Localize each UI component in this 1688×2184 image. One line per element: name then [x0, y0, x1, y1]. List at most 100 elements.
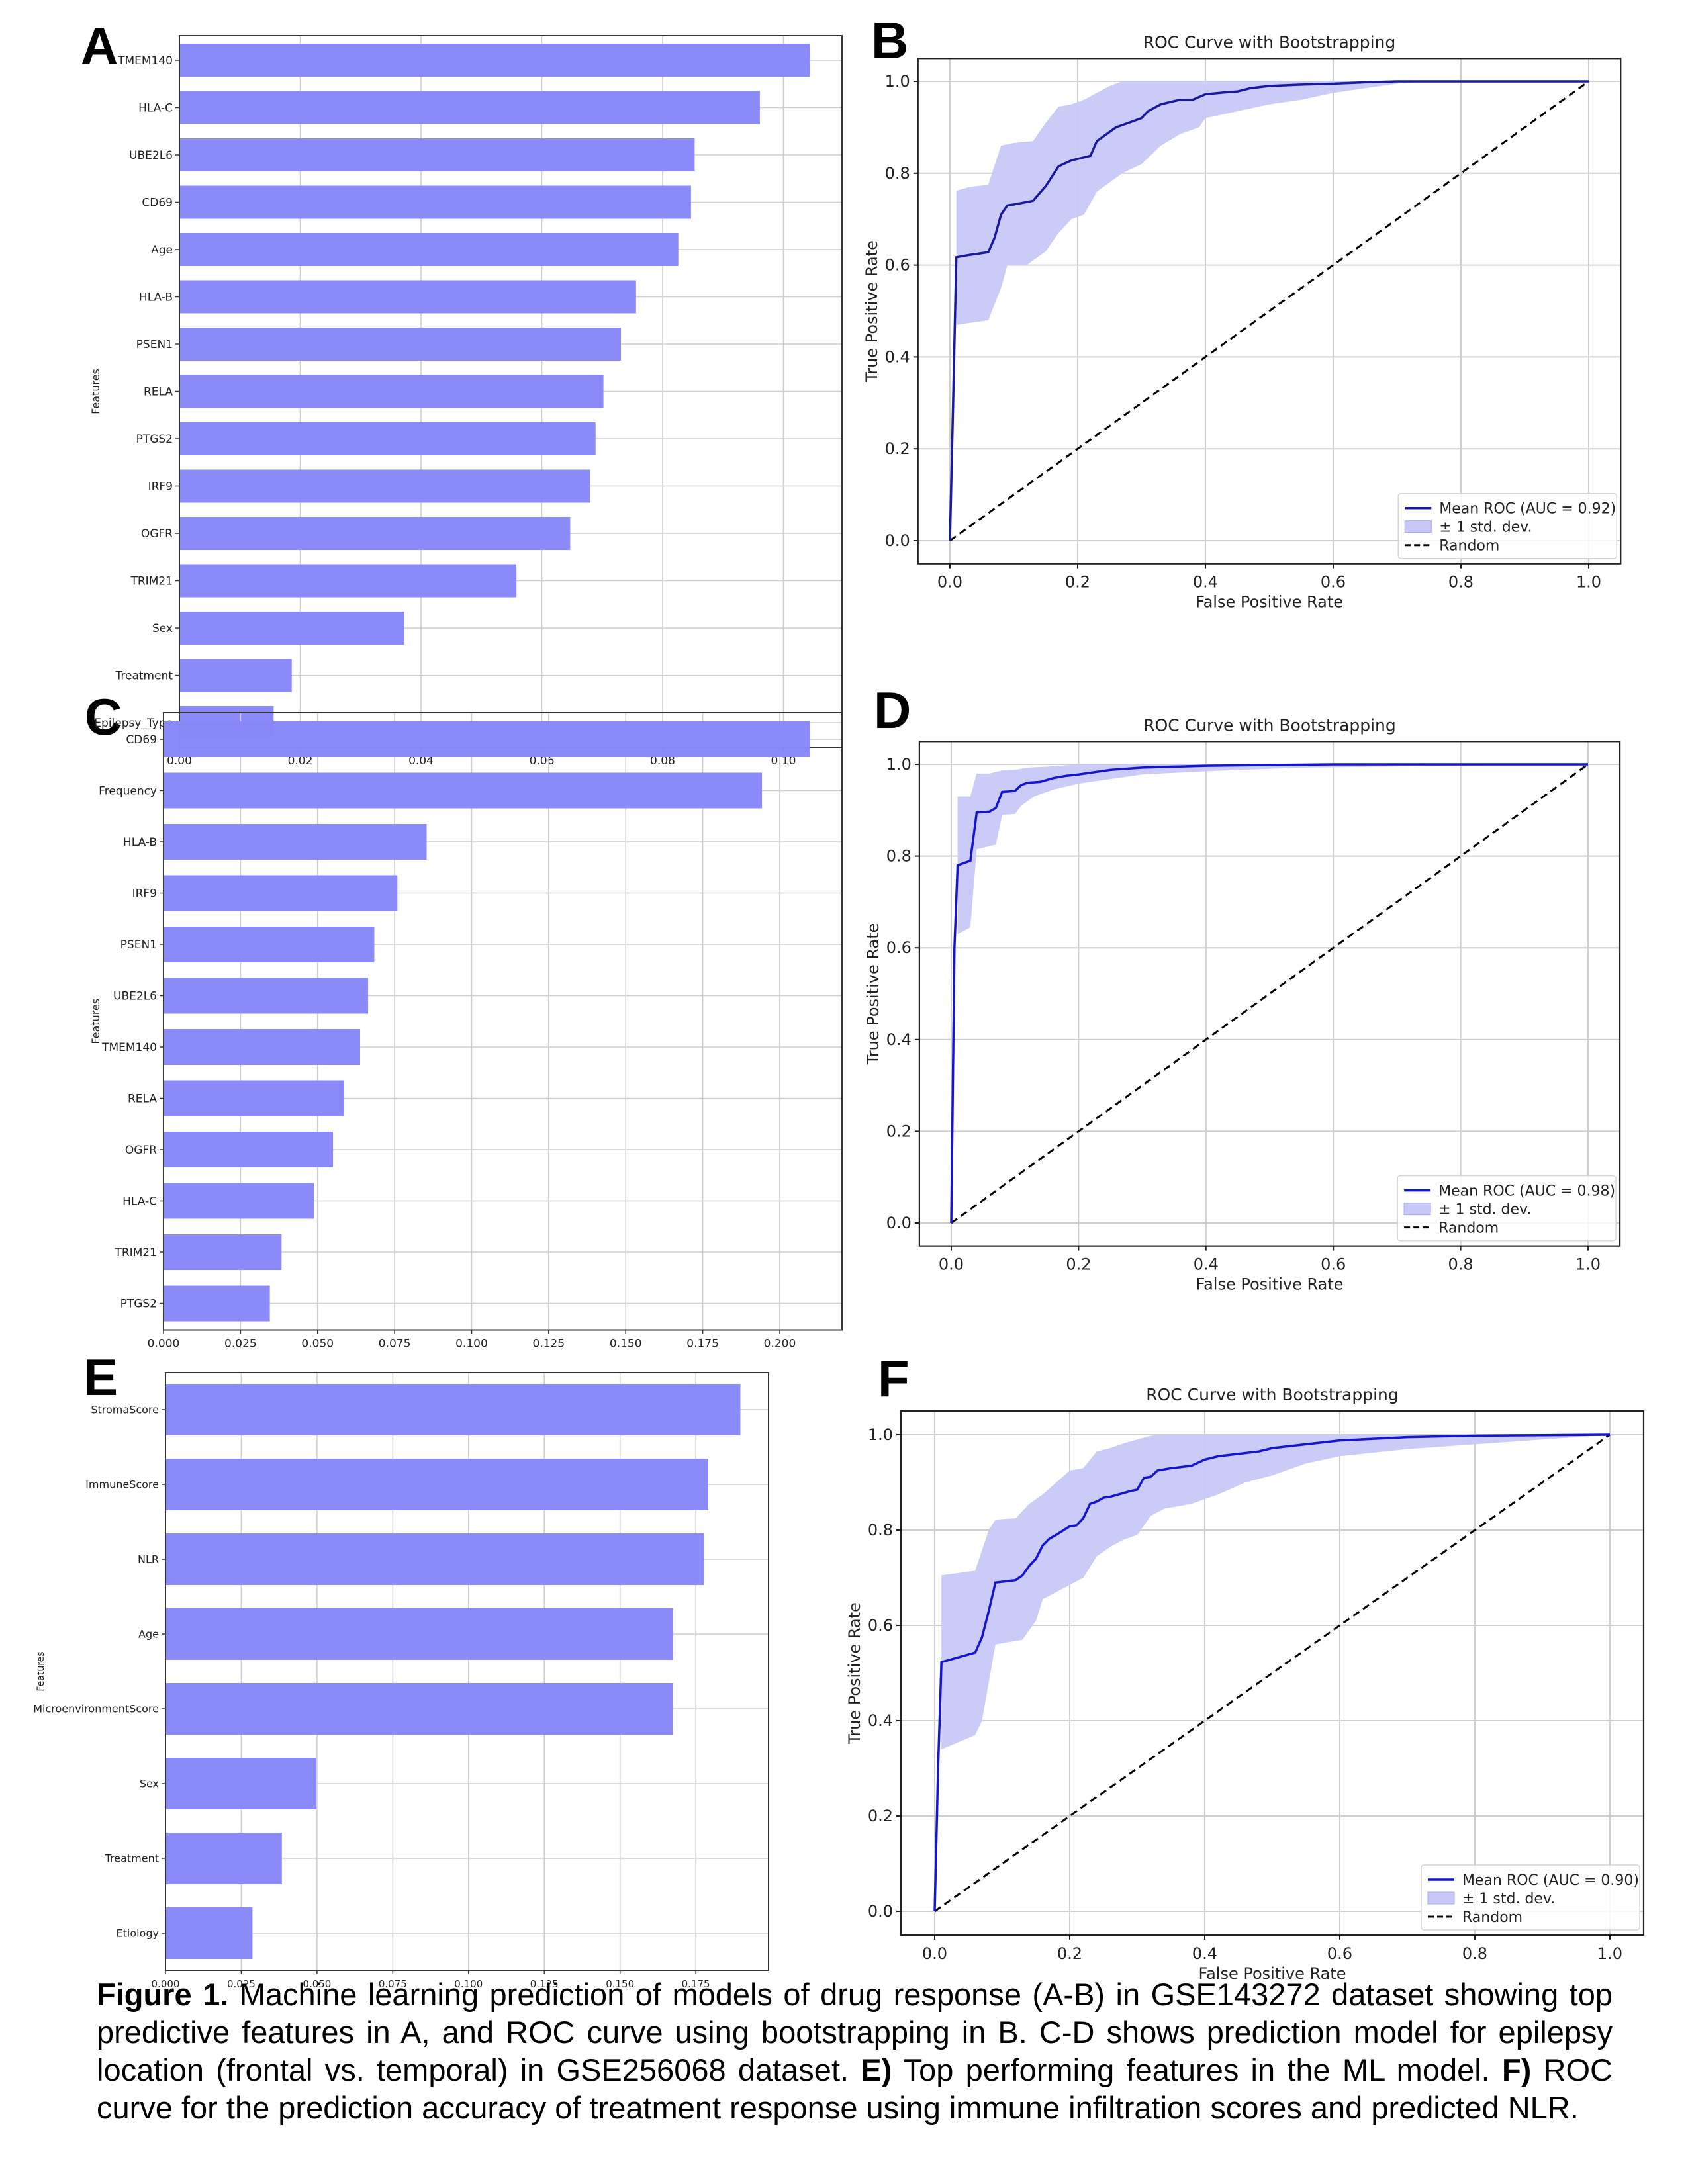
category-label: RELA — [144, 385, 173, 398]
legend-swatch-std-dev — [1427, 1891, 1455, 1905]
mean-roc-line — [933, 1433, 1611, 1912]
x-tick-label: 0.8 — [1448, 1255, 1474, 1274]
plot-frame — [917, 58, 1622, 565]
y-tick-label: 0.0 — [886, 1214, 912, 1232]
bar-ube2l6 — [164, 978, 369, 1014]
bar-age — [179, 233, 679, 266]
panel-b-roc-curve: 0.0 0.0 0.2 0.2 0.4 0.4 0.6 0.6 0.8 0.8 1.0 1.0 ROC … — [863, 32, 1622, 612]
bar-treatment — [179, 659, 292, 692]
category-label: PSEN1 — [120, 938, 157, 952]
x-tick-label: 0.2 — [1065, 573, 1090, 592]
random-line — [949, 80, 1589, 542]
x-tick-label: 0.125 — [533, 1338, 565, 1351]
y-tick-label: 0.8 — [885, 164, 910, 183]
panel-letter-a: A — [81, 17, 118, 75]
bar-psen1 — [164, 927, 375, 962]
x-tick-label: 0.125 — [530, 1978, 559, 1990]
mean-roc-line — [950, 763, 1588, 1224]
random-line — [951, 763, 1589, 1224]
x-tick-label: 0.000 — [152, 1978, 180, 1990]
bar-treatment — [165, 1833, 282, 1884]
std-dev-band — [941, 1435, 1610, 1750]
category-label: Treatment — [115, 669, 173, 682]
legend-entry: Mean ROC (AUC = 0.90) — [1462, 1872, 1639, 1889]
x-tick-label: 0.025 — [224, 1338, 257, 1351]
bar-ogfr — [179, 517, 571, 550]
caption-e-label: E) — [861, 2052, 892, 2087]
panel-letter-f: F — [878, 1349, 910, 1408]
legend-swatch-std-dev — [1404, 520, 1432, 533]
chart-title: ROC Curve with Bootstrapping — [1143, 32, 1396, 52]
bar-ptgs2 — [179, 422, 596, 455]
bar-tmem140 — [164, 1029, 360, 1065]
y-tick-label: 0.2 — [885, 439, 910, 458]
panel-d-roc-curve: 0.0 0.0 0.2 0.2 0.4 0.4 0.6 0.6 0.8 0.8 1.0 1.0 ROC … — [864, 715, 1621, 1294]
category-label: Etiology — [117, 1927, 159, 1940]
random-line — [934, 1433, 1611, 1913]
x-tick-label: 0.075 — [379, 1338, 411, 1351]
mean-roc-line — [949, 80, 1589, 541]
plot-frame — [165, 1372, 769, 1971]
bar-frequency — [164, 772, 762, 809]
category-label: Frequency — [99, 784, 157, 797]
plot-frame — [163, 712, 843, 1331]
legend-entry: Random — [1439, 538, 1499, 555]
bar-age — [165, 1608, 673, 1660]
category-label: UBE2L6 — [113, 989, 157, 1003]
bar-irf9 — [179, 469, 590, 503]
std-dev-band — [956, 81, 1589, 325]
bar-tmem140 — [179, 44, 810, 77]
legend-entry: ± 1 std. dev. — [1462, 1891, 1555, 1907]
bar-trim21 — [164, 1234, 282, 1270]
legend-entry: ± 1 std. dev. — [1438, 1202, 1531, 1218]
x-tick-label: 0.6 — [1321, 573, 1346, 592]
x-tick-label: 0.02 — [288, 754, 313, 768]
x-tick-label: 0.00 — [167, 754, 192, 768]
category-label: UBE2L6 — [129, 149, 173, 162]
legend: Mean ROC (AUC = 0.90) ± 1 std. dev. Random — [1421, 1864, 1640, 1931]
bar-nlr — [165, 1533, 704, 1585]
bar-hla-c — [164, 1183, 314, 1219]
bar-ptgs2 — [164, 1285, 270, 1322]
bar-rela — [179, 375, 604, 408]
bar-ube2l6 — [179, 138, 695, 171]
x-tick-label: 0.150 — [606, 1978, 634, 1990]
y-axis-label: True Positive Rate — [864, 923, 882, 1066]
x-tick-label: 0.4 — [1193, 573, 1218, 592]
panel-letter-b: B — [871, 11, 908, 69]
x-tick-label: 0.6 — [1321, 1255, 1346, 1274]
x-tick-label: 0.050 — [303, 1978, 331, 1990]
y-axis-label: Features — [89, 999, 102, 1044]
chart-title: ROC Curve with Bootstrapping — [1146, 1385, 1399, 1404]
category-label: OGFR — [125, 1144, 157, 1157]
category-label: TRIM21 — [114, 1246, 157, 1259]
x-tick-label: 0.0 — [937, 573, 962, 592]
y-tick-label: 1.0 — [868, 1426, 893, 1444]
legend-swatch-std-dev — [1403, 1203, 1431, 1216]
panel-c-feature-importance: CD69 Frequency HLA-B IRF9 PSEN1 UBE2L6 TMEM140… — [89, 712, 843, 1351]
x-tick-label: 0.150 — [610, 1338, 642, 1351]
legend: Mean ROC (AUC = 0.92) ± 1 std. dev. Random — [1397, 492, 1617, 559]
x-tick-label: 1.0 — [1575, 1255, 1601, 1274]
x-tick-label: 1.0 — [1597, 1944, 1622, 1963]
bar-cd69 — [164, 721, 810, 757]
caption-f-label: F) — [1501, 2052, 1532, 2087]
y-tick-label: 0.8 — [868, 1521, 893, 1539]
std-dev-band — [957, 764, 1588, 934]
caption-label: Figure 1. — [97, 1977, 229, 2012]
x-tick-label: 0.6 — [1327, 1944, 1352, 1963]
y-axis-label: Features — [36, 1651, 46, 1691]
category-label: Treatment — [105, 1852, 159, 1865]
y-axis-label: True Positive Rate — [845, 1602, 864, 1745]
y-tick-label: 0.4 — [886, 1030, 912, 1049]
bar-sex — [165, 1758, 316, 1809]
category-label: HLA-B — [139, 291, 173, 304]
x-tick-label: 0.100 — [455, 1338, 488, 1351]
legend-entry: Random — [1462, 1909, 1523, 1926]
plot-frame — [918, 741, 1621, 1247]
x-tick-label: 0.8 — [1448, 573, 1474, 592]
category-label: Epilepsy_Type — [94, 717, 173, 730]
category-label: PTGS2 — [136, 433, 173, 446]
y-tick-label: 0.0 — [868, 1902, 893, 1921]
